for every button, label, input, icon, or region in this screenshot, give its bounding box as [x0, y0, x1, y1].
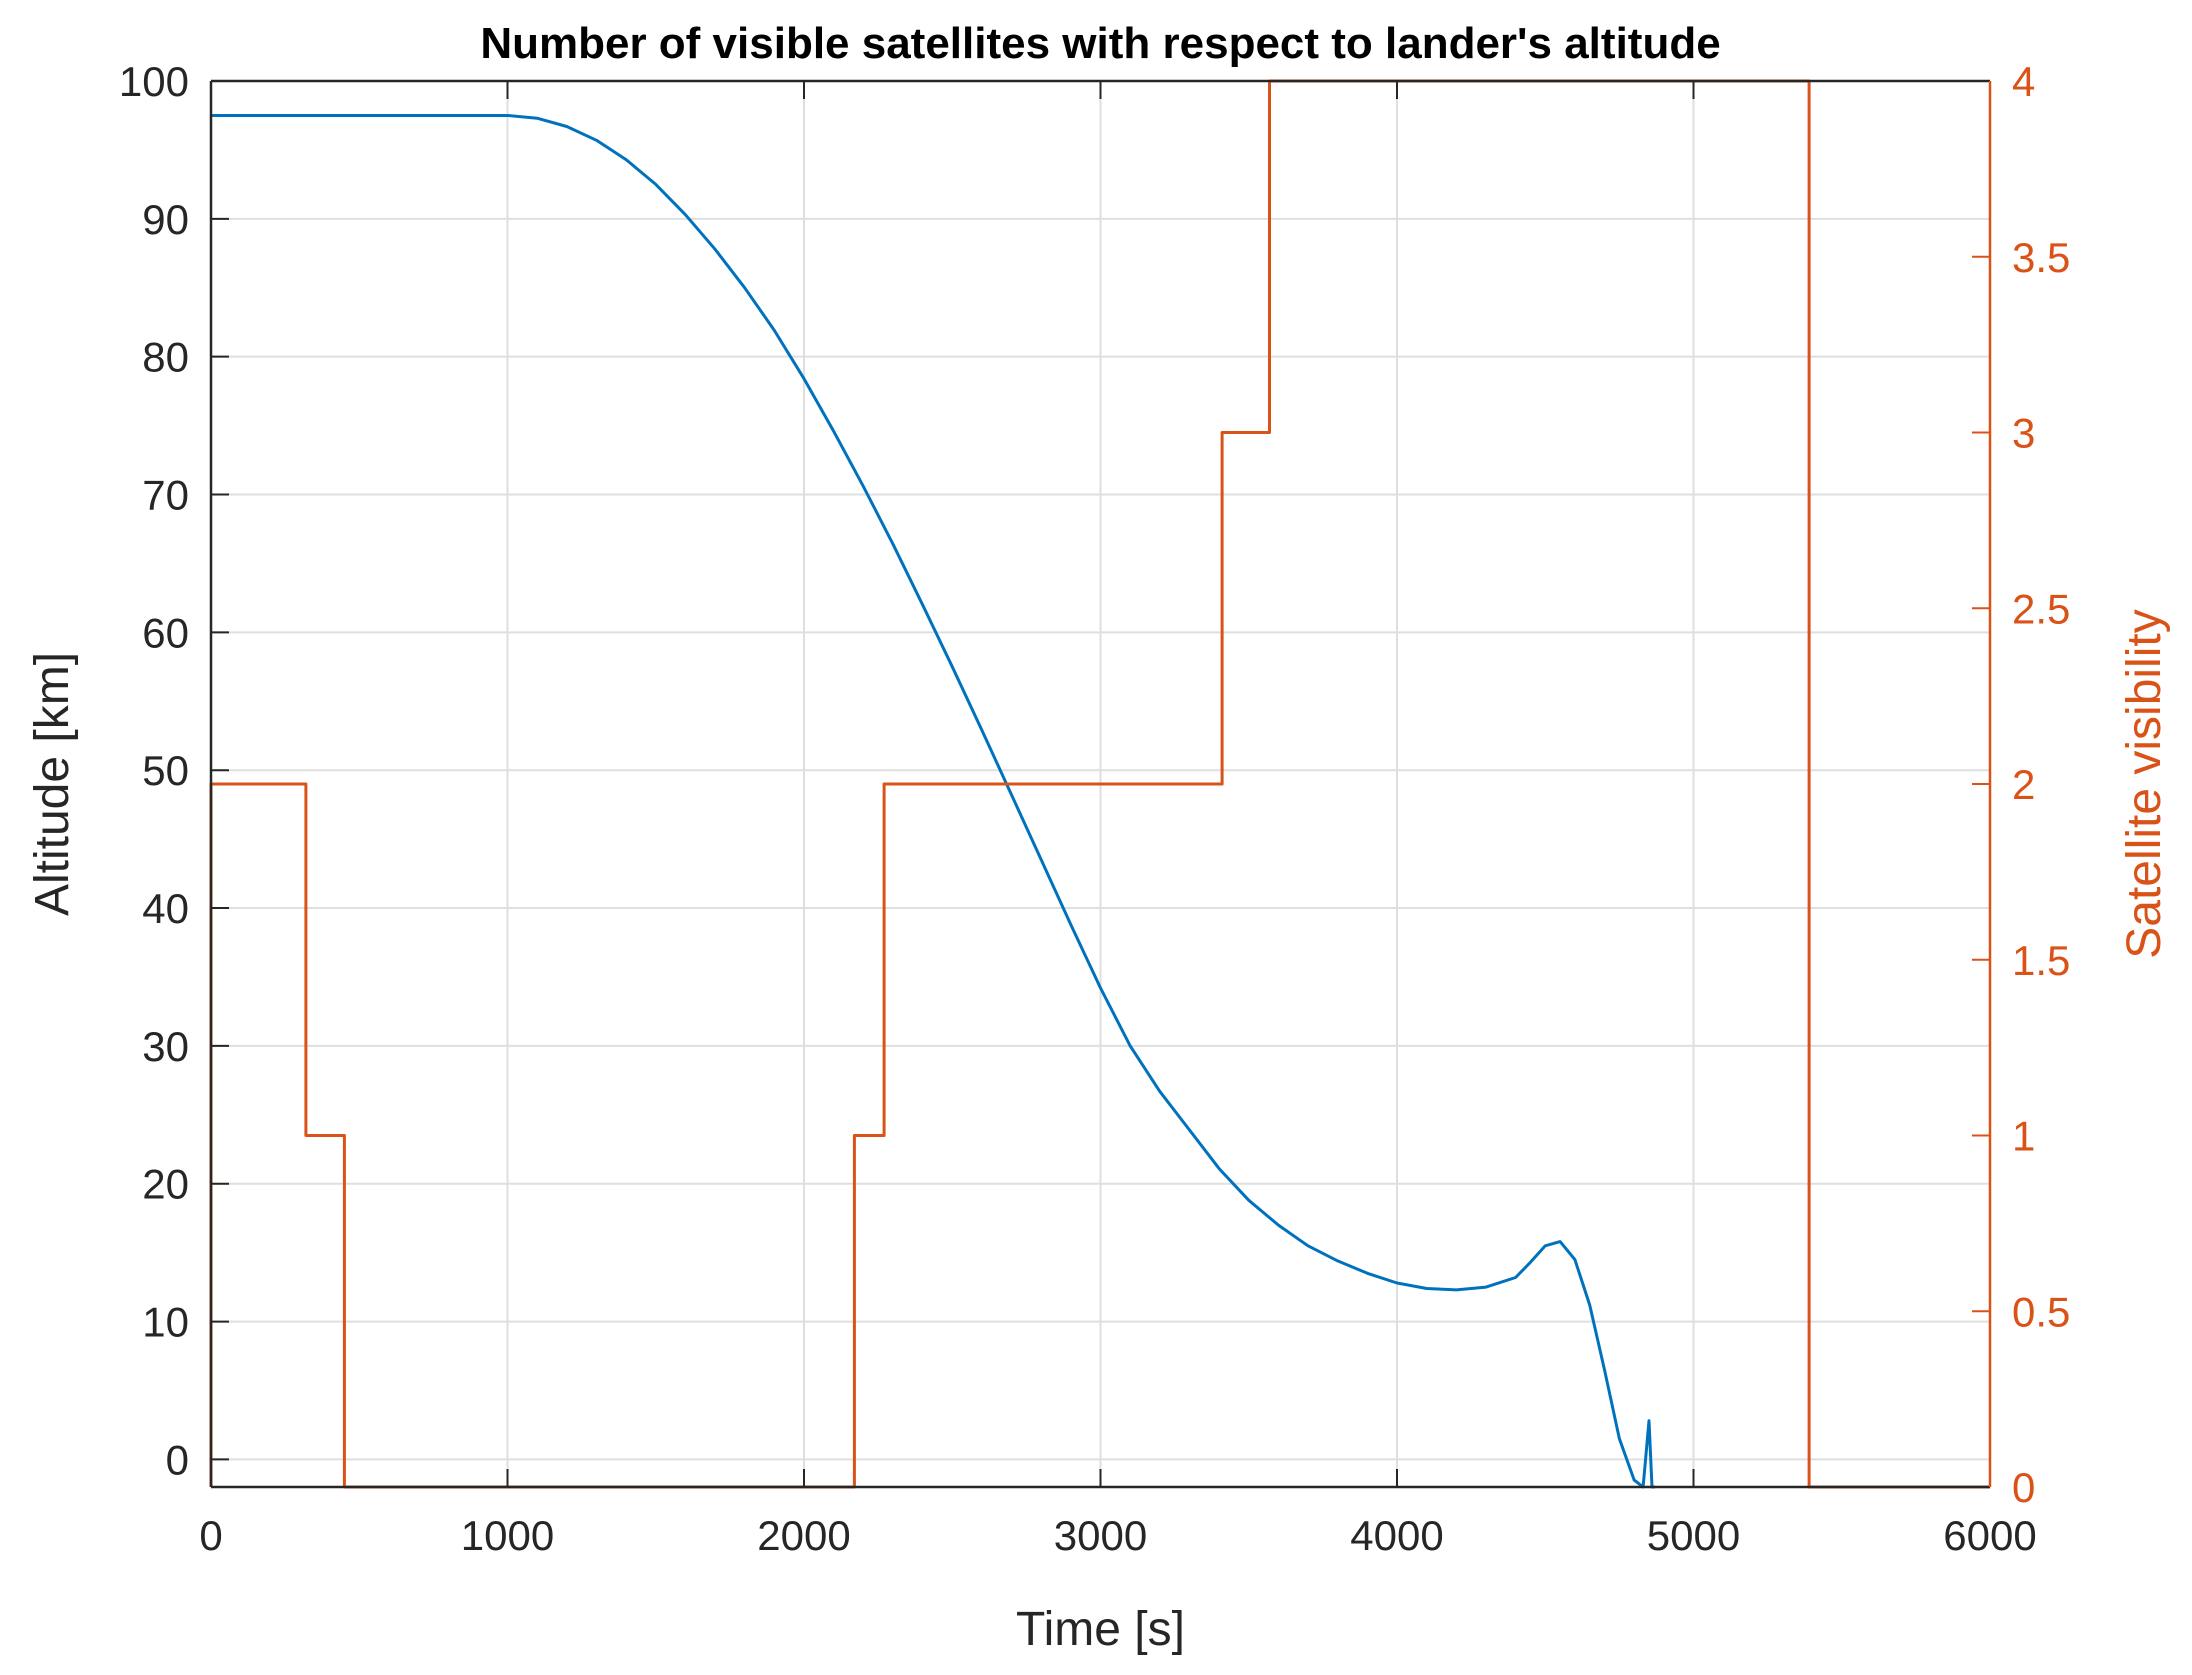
y-left-tick-label: 70	[142, 472, 189, 519]
altitude-series-line	[211, 114, 1655, 1489]
y-right-tick-label: 4	[2012, 58, 2035, 105]
y-left-tick-label: 90	[142, 196, 189, 243]
y-left-tick-label: 80	[142, 334, 189, 381]
axes	[209, 79, 1992, 1489]
y-right-tick-label: 1	[2012, 1113, 2035, 1160]
y-right-tick-label: 2	[2012, 761, 2035, 808]
tick-labels: 0 1000 2000 3000 4000 5000 6000010203040506070…	[119, 58, 2070, 1559]
y-left-tick-label: 60	[142, 609, 189, 656]
x-tick-label: 4000	[1350, 1512, 1443, 1559]
y-right-tick-label: 2.5	[2012, 585, 2070, 632]
y-left-tick-label: 20	[142, 1161, 189, 1208]
y-right-tick-label: 1.5	[2012, 937, 2070, 984]
y-left-tick-label: 10	[142, 1299, 189, 1346]
y-axis-left-label: Altitude [km]	[26, 652, 79, 916]
x-axis-label: Time [s]	[1016, 1603, 1185, 1656]
y-right-tick-label: 3	[2012, 410, 2035, 457]
x-tick-label: 0	[199, 1512, 222, 1559]
x-tick-label: 5000	[1647, 1512, 1740, 1559]
y-left-tick-label: 100	[119, 58, 189, 105]
y-left-tick-label: 30	[142, 1023, 189, 1070]
y-right-tick-label: 0	[2012, 1464, 2035, 1511]
y-right-tick-label: 3.5	[2012, 234, 2070, 281]
y-left-tick-label: 0	[166, 1436, 189, 1483]
y-left-tick-label: 50	[142, 747, 189, 794]
x-tick-label: 3000	[1054, 1512, 1147, 1559]
y-left-tick-label: 40	[142, 885, 189, 932]
x-tick-label: 2000	[757, 1512, 850, 1559]
x-tick-label: 1000	[461, 1512, 554, 1559]
x-tick-label: 6000	[1943, 1512, 2036, 1559]
y-right-tick-label: 0.5	[2012, 1288, 2070, 1335]
chart-title: Number of visible satellites with respec…	[480, 19, 1720, 68]
y-axis-right-label: Satellite visibility	[2118, 609, 2171, 958]
